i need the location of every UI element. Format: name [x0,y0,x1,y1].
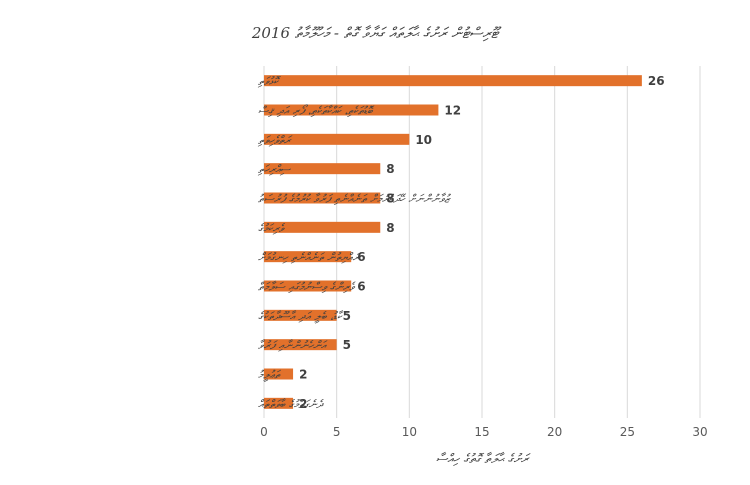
category-label: ކާޑު، ބެލީ އަދި އާސޫދާތަކުގެ [258,309,344,324]
category-label: ވެރިންގެ ވިސްނުމުގައި ސަލާމަތް [258,280,356,294]
data-label: 2 [299,368,307,382]
bar [264,192,381,204]
bar [264,339,337,351]
x-tick-label: 0 [260,425,268,439]
data-label: 8 [386,192,394,206]
x-tick-label: 10 [402,425,417,439]
bar [264,397,294,409]
data-label: 26 [648,74,665,88]
data-label: 2 [299,397,307,411]
data-label: 8 [386,162,394,176]
bar [264,280,352,292]
data-label: 5 [343,338,351,352]
data-label: 12 [444,104,461,118]
x-tick-label: 25 [620,425,635,439]
data-label: 5 [343,309,351,323]
data-label: 6 [357,250,365,264]
bar [264,221,381,233]
category-label: އަންހެނުންނާއި ފަރުވާ [258,338,328,352]
bar [264,163,381,175]
data-label: 8 [386,221,394,235]
category-label: ކޮޅުވަތި [257,74,282,88]
category-label: ޒުވާނުންނަށް ހޭދަކުރުމަށް ތަނެއްނެތި ފަރ… [258,192,451,206]
category-label: ތަޢުލީމު [258,368,282,383]
category-label: ރައްޔިތުން ތަނެއްނެތި ހިނގުމަށް [258,250,362,264]
category-label: ސިއްރިހަތި [257,162,291,176]
data-label: 10 [415,133,432,147]
x-tick-label: 30 [692,425,707,439]
category-label: ވެރިކަމުގެ [258,221,286,235]
x-tick-label: 5 [333,425,341,439]
bar [264,309,337,321]
category-label: ބޮޑުތަކެތި، ކައްކާތަކެތި، ފޯރި އަދި ޤިސް [258,104,375,118]
x-tick-label: 20 [547,425,562,439]
bar [264,75,642,87]
category-label: ރަތްވެހިވަތި [257,133,293,147]
x-tick-label: 15 [474,425,489,439]
data-label: 6 [357,280,365,294]
bar [264,133,410,145]
bar [264,251,352,263]
bar [264,104,439,116]
x-axis-label: ރަށުގެ ޙާލަތާ ގޮތުގެ ހިއްސާ [435,452,529,467]
category-label: ދެނެގަތުމުގެ ބާވަތްތައް [258,397,324,411]
bar [264,368,294,380]
chart-title: ޓޫރިސްޓުން ރަށުގެ ޙާލަތައް ގަޔާވާ ގޮތް -… [251,24,499,42]
